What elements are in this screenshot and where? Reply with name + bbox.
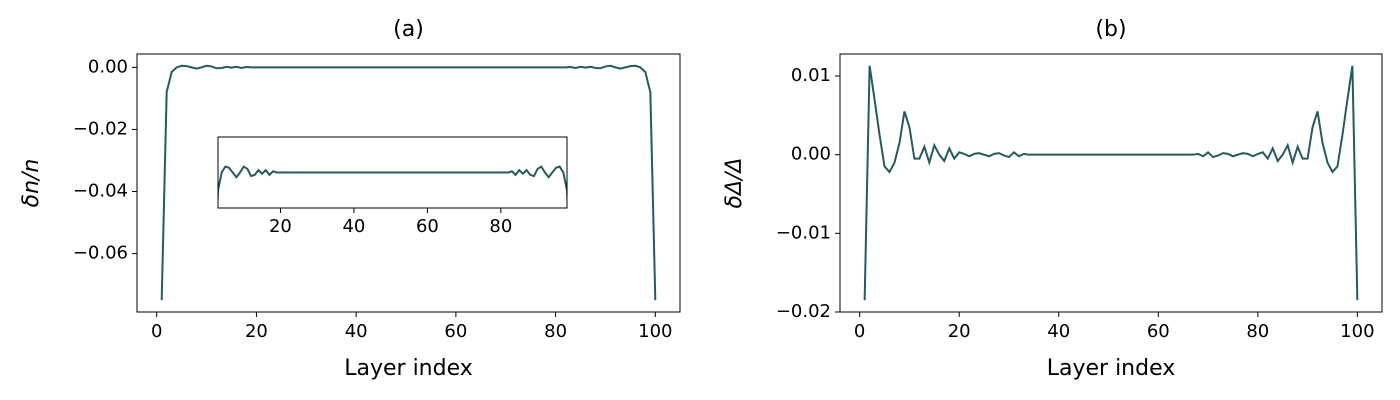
x-tick-label: 100 bbox=[1340, 321, 1374, 342]
chart-title: (b) bbox=[1095, 17, 1126, 42]
x-tick-label: 40 bbox=[1047, 321, 1070, 342]
y-tick-label: 0.00 bbox=[88, 56, 128, 77]
y-axis-label: δΔ/Δ bbox=[722, 158, 747, 209]
plot-frame bbox=[136, 53, 681, 313]
y-tick-label: 0.00 bbox=[791, 144, 831, 165]
x-axis-label: Layer index bbox=[1047, 356, 1176, 381]
inset-frame bbox=[217, 136, 568, 209]
chart-title: (a) bbox=[393, 17, 424, 42]
x-tick-label: 60 bbox=[1147, 321, 1170, 342]
data-line bbox=[160, 64, 657, 301]
x-tick-label: 0 bbox=[854, 321, 865, 342]
data-line bbox=[863, 65, 1359, 301]
x-tick-label: 80 bbox=[1246, 321, 1269, 342]
y-tick-label: −0.06 bbox=[73, 243, 128, 264]
y-tick-label: −0.02 bbox=[73, 118, 128, 139]
x-tick-label: 60 bbox=[444, 321, 467, 342]
y-tick-label: 0.01 bbox=[791, 65, 831, 86]
y-axis-label: δn/n bbox=[19, 159, 44, 208]
x-tick-label: 40 bbox=[345, 321, 368, 342]
plot-frame bbox=[839, 53, 1383, 313]
x-tick-label: 80 bbox=[544, 321, 567, 342]
inset-x-tick-label: 20 bbox=[269, 216, 292, 237]
y-tick-label: −0.04 bbox=[73, 181, 128, 202]
x-tick-label: 20 bbox=[245, 321, 268, 342]
x-axis-label: Layer index bbox=[344, 356, 473, 381]
inset-x-tick-label: 40 bbox=[342, 216, 365, 237]
y-tick-label: −0.02 bbox=[776, 301, 831, 322]
x-tick-label: 20 bbox=[948, 321, 971, 342]
x-tick-label: 100 bbox=[638, 321, 672, 342]
inset-x-tick-label: 60 bbox=[416, 216, 439, 237]
y-tick-label: −0.01 bbox=[776, 222, 831, 243]
inset-x-tick-label: 80 bbox=[489, 216, 512, 237]
x-tick-label: 0 bbox=[151, 321, 162, 342]
inset-line bbox=[218, 165, 567, 208]
